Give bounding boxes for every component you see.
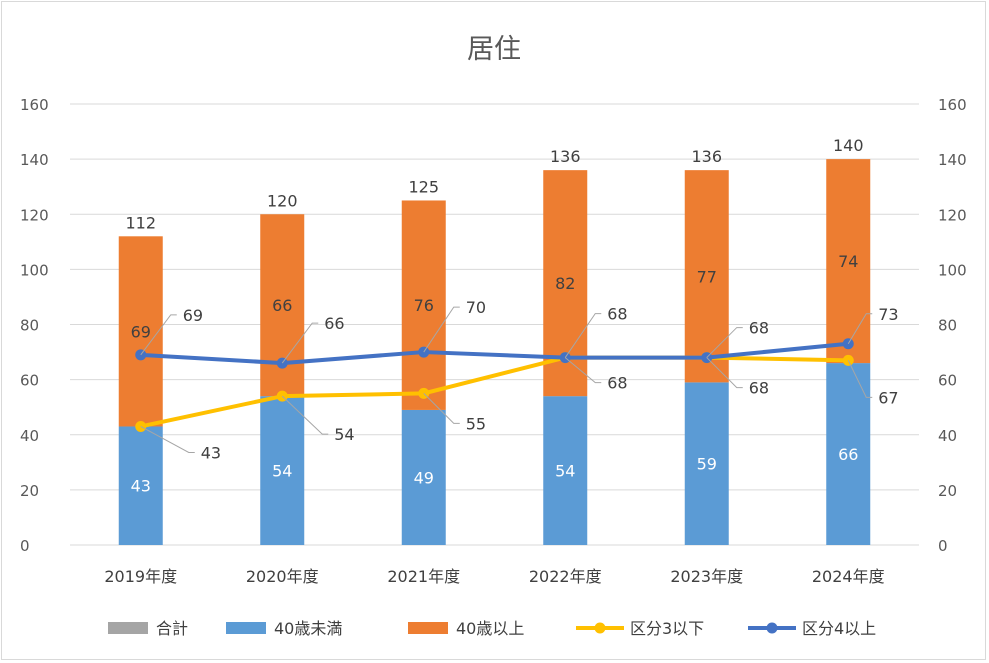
total-label: 120 [267,191,298,210]
group-3-below-label: 43 [201,443,221,462]
y-left-tick-label: 140 [20,151,49,169]
group-4-above-label: 73 [878,305,898,324]
group-4-above-leader [423,306,460,353]
y-left-tick-label: 40 [20,427,39,445]
group-3-below-label: 68 [749,379,769,398]
y-right-tick-label: 40 [938,427,957,445]
group-4-above-leader [564,313,602,358]
bar-40-under [118,426,163,545]
total-label: 125 [408,177,439,196]
legend-40-over-label: 40歳以上 [456,619,524,638]
group-3-below-label: 55 [466,414,486,433]
total-label: 136 [550,147,581,166]
bar-40-under [260,396,305,545]
legend-group-4-above-label: 区分4以上 [802,619,876,638]
legend: 合計 40歳未満 40歳以上 区分3以下 区分4以上 [108,619,876,638]
bar-label-40-under: 59 [697,455,717,474]
legend-group-4-above-marker [766,622,778,634]
bar-40-over [684,170,729,383]
legend-40-under-swatch [226,622,266,634]
x-category-label: 2020年度 [246,567,319,586]
group-4-above-leader [706,327,743,358]
x-category-label: 2021年度 [387,567,460,586]
total-label: 140 [833,136,864,155]
group-4-above-label: 68 [749,319,769,338]
group-3-below-leader [423,393,460,424]
bars [118,159,871,545]
y-axis-right: 0 20 40 60 80 100 120 140 160 [938,96,967,555]
legend-group-3-below-marker [594,622,606,634]
group-4-above-line [138,341,851,366]
bar-label-40-over: 69 [131,322,151,341]
bar-label-40-over: 77 [697,267,717,286]
group-3-below-label: 54 [334,425,354,444]
group-3-below-leader [281,395,329,435]
group-4-above-label: 70 [466,298,486,317]
legend-total-swatch [108,622,148,634]
y-right-tick-label: 80 [938,317,957,335]
group-4-above-leader [847,313,873,345]
group-3-below-line [138,355,851,429]
group-4-above-leader [281,322,319,364]
y-right-tick-label: 140 [938,151,967,169]
chart-title: 居住 [467,34,521,65]
bar-label-40-over: 82 [555,274,575,293]
bar-label-40-under: 66 [838,445,858,464]
x-category-label: 2019年度 [104,567,177,586]
total-label: 136 [691,147,722,166]
bar-40-over [826,159,871,364]
group-4-above-label: 68 [607,305,627,324]
group-4-above-label: 69 [183,306,203,325]
bar-40-under [684,382,729,545]
data-labels: 43 69 112 54 66 120 49 76 125 54 82 136 59 77 136 66 74 1… [125,136,898,496]
group-4-above-leader [140,314,177,356]
gridlines [70,103,919,546]
y-left-tick-label: 80 [20,317,39,335]
bar-label-40-under: 54 [272,462,292,481]
y-left-tick-label: 60 [20,372,39,390]
bar-40-over [118,236,163,427]
y-left-tick-label: 0 [20,537,30,555]
bar-label-40-over: 66 [272,296,292,315]
legend-total-label: 合計 [156,619,188,638]
x-category-label: 2022年度 [529,567,602,586]
bar-40-under [543,396,588,545]
x-category-label: 2024年度 [812,567,885,586]
y-left-tick-label: 120 [20,206,49,224]
group-3-below-leader [140,426,195,453]
y-right-tick-label: 160 [938,96,967,114]
y-left-tick-label: 20 [20,482,39,500]
y-right-tick-label: 0 [938,537,948,555]
bar-label-40-over: 76 [414,296,434,315]
bar-40-under [401,409,446,545]
group-3-below-label: 67 [878,388,898,407]
lines [135,338,854,432]
x-axis-categories: 2019年度 2020年度 2021年度 2022年度 2023年度 2024年度 [104,567,884,586]
group-3-below-label: 68 [607,374,627,393]
bar-label-40-under: 43 [131,477,151,496]
x-category-label: 2023年度 [670,567,743,586]
legend-group-3-below-label: 区分3以下 [630,619,704,638]
bar-label-40-under: 54 [555,462,575,481]
group-3-below-leader [706,357,743,389]
y-right-tick-label: 120 [938,206,967,224]
bar-40-over [401,200,446,410]
group-3-below-leader [564,357,602,384]
total-label: 112 [125,213,156,232]
y-right-tick-label: 60 [938,372,957,390]
group-3-below-leader [847,360,873,398]
bar-label-40-over: 74 [838,252,858,271]
bar-label-40-under: 49 [414,468,434,487]
legend-40-under-label: 40歳未満 [274,619,342,638]
y-right-tick-label: 20 [938,482,957,500]
y-left-tick-label: 160 [20,96,49,114]
legend-40-over-swatch [408,622,448,634]
bar-40-under [826,363,871,545]
y-right-tick-label: 100 [938,261,967,279]
y-left-tick-label: 100 [20,261,49,279]
y-axis-left: 0 20 40 60 80 100 120 140 160 [20,96,49,555]
group-4-above-label: 66 [324,314,344,333]
